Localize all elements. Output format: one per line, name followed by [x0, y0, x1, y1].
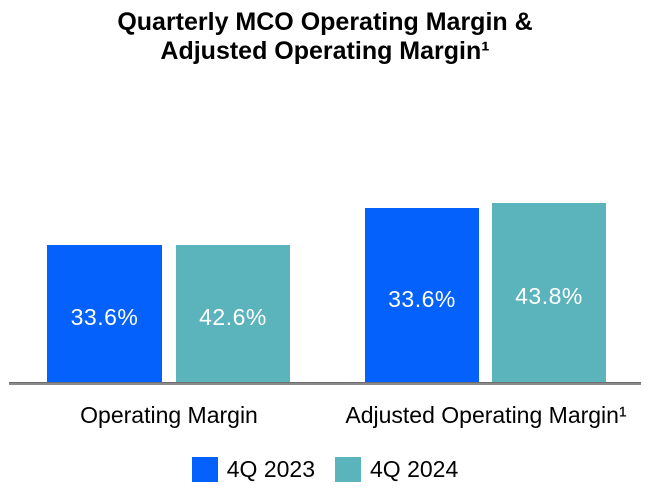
legend-label-4q2024: 4Q 2024	[370, 456, 459, 482]
chart-title: Quarterly MCO Operating Margin & Adjuste…	[0, 8, 650, 66]
bar-operating-margin-4q2023: 33.6%	[47, 245, 162, 382]
legend: 4Q 2023 4Q 2024	[0, 456, 650, 483]
legend-label-4q2023: 4Q 2023	[226, 456, 315, 482]
legend-swatch-4q2024	[335, 457, 361, 482]
x-axis-label-adjusted-operating-margin: Adjusted Operating Margin¹	[345, 402, 627, 428]
bar-adjusted-operating-margin-4q2024: 43.8%	[492, 203, 606, 382]
x-axis-line	[9, 382, 641, 385]
bar-operating-margin-4q2024: 42.6%	[176, 245, 290, 382]
bar-value-label: 42.6%	[199, 304, 267, 330]
bar-adjusted-operating-margin-4q2023: 33.6%	[365, 208, 479, 382]
chart-title-line-1: Quarterly MCO Operating Margin &	[117, 8, 533, 36]
x-axis-label-operating-margin: Operating Margin	[80, 402, 258, 428]
bar-value-label: 33.6%	[388, 285, 456, 312]
legend-item-4q2023: 4Q 2023	[191, 456, 315, 483]
bar-value-label: 43.8%	[515, 283, 583, 309]
legend-swatch-4q2023	[191, 457, 218, 482]
chart-title-line-2: Adjusted Operating Margin¹	[160, 37, 490, 65]
legend-item-4q2024: 4Q 2024	[335, 456, 458, 483]
bar-value-label: 33.6%	[70, 304, 139, 330]
